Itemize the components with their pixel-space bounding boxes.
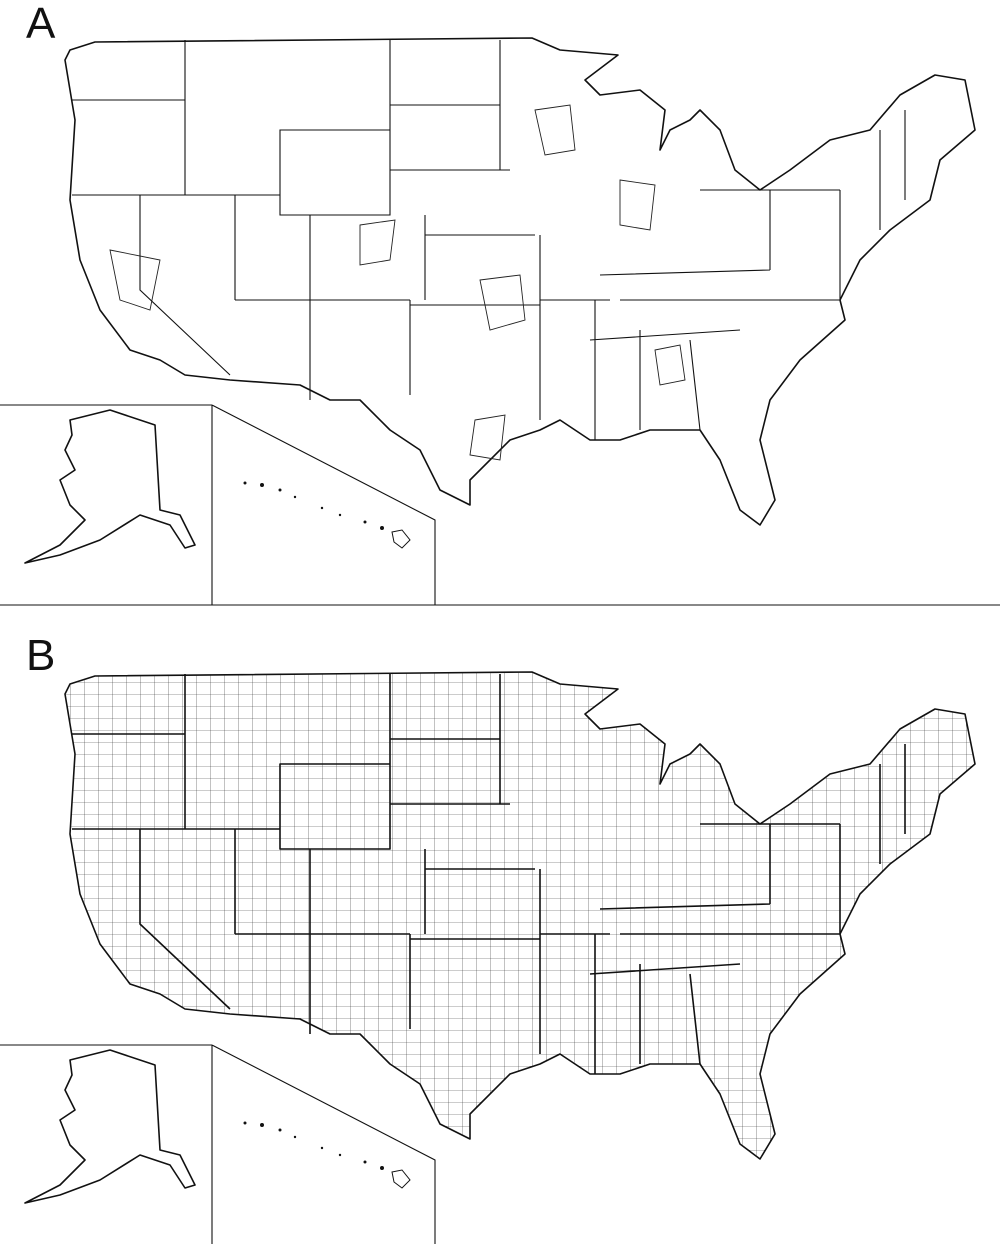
panel-b: B (0, 631, 976, 1244)
alaska (24, 1049, 196, 1204)
hawaii (243, 481, 411, 549)
state-borders (71, 39, 906, 441)
panel-label: A (26, 0, 56, 48)
panel-a: A (0, 0, 976, 606)
panel-label: B (26, 631, 55, 680)
districts (109, 104, 686, 461)
hawaii (243, 1121, 411, 1189)
us-outline (64, 37, 976, 526)
inset-frame (0, 404, 436, 606)
inset-frame (0, 1044, 436, 1244)
alaska (24, 409, 196, 564)
